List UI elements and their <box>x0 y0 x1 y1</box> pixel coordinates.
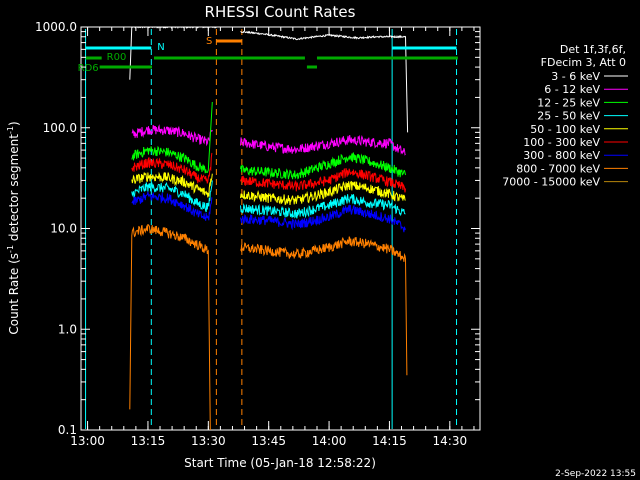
legend: Det 1f,3f,6f, FDecim 3, Att 0 3 - 6 keV6… <box>502 43 628 189</box>
annotation-label-n: N <box>157 42 164 53</box>
x-tick-label: 13:30 <box>191 434 226 448</box>
footer-date: 2-Sep-2022 13:55 <box>555 469 636 479</box>
y-axis-label: Count Rate (s-1 detector segment-1) <box>6 121 21 334</box>
x-tick-label: 14:30 <box>433 434 468 448</box>
x-tick-label: 14:15 <box>372 434 407 448</box>
series-line-50-100-keV <box>131 171 213 198</box>
legend-label: 50 - 100 keV <box>530 123 600 136</box>
series-line-800-7000-keV <box>240 236 408 376</box>
x-axis-label: Start Time (05-Jan-18 12:58:22) <box>184 456 376 470</box>
legend-label: 6 - 12 keV <box>544 83 600 96</box>
legend-title-line-2: FDecim 3, Att 0 <box>541 56 626 69</box>
legend-label: 300 - 800 keV <box>523 149 600 162</box>
annotation-label-s: S <box>206 36 212 47</box>
legend-label: 7000 - 15000 keV <box>502 176 600 189</box>
chart-title: RHESSI Count Rates <box>205 3 356 21</box>
y-tick-label: 1000.0 <box>35 20 77 34</box>
series-line-12-25-keV <box>240 152 406 180</box>
series-line-6-12-keV <box>240 134 406 156</box>
series-line-6-12-keV <box>131 124 213 147</box>
y-tick-label: 10.0 <box>50 222 77 236</box>
legend-label: 100 - 300 keV <box>523 136 600 149</box>
legend-label: 25 - 50 keV <box>537 110 600 123</box>
series-line-25-50-keV <box>131 180 213 213</box>
series-line-300-800-keV <box>131 191 213 221</box>
series-line-25-50-keV <box>240 194 406 219</box>
plot-frame <box>80 26 481 431</box>
series-line-100-300-keV <box>131 152 213 184</box>
legend-label: 3 - 6 keV <box>551 70 600 83</box>
x-tick-label: 13:00 <box>70 434 105 448</box>
series-line-800-7000-keV <box>129 223 211 430</box>
series-line-3-6-keV <box>129 27 217 80</box>
x-tick-label: 13:45 <box>251 434 286 448</box>
x-axis: 13:00 13:15 13:30 13:45 14:00 14:15 14:30 <box>70 27 475 448</box>
y-tick-label: 100.0 <box>43 121 77 135</box>
series-line-3-6-keV <box>240 30 409 133</box>
series-line-12-25-keV <box>131 101 213 174</box>
legend-title-line-1: Det 1f,3f,6f, <box>560 43 626 56</box>
y-tick-label: 0.1 <box>58 423 77 437</box>
series-line-50-100-keV <box>240 180 406 206</box>
y-tick-label: 1.0 <box>58 322 77 336</box>
series-line-300-800-keV <box>240 204 406 233</box>
x-tick-label: 14:00 <box>312 434 347 448</box>
plot-area: R00 RD6 N S <box>78 26 481 431</box>
x-tick-label: 13:15 <box>131 434 166 448</box>
annotation-label-rd6: RD6 <box>78 63 99 74</box>
series-line-100-300-keV <box>240 167 406 193</box>
legend-label: 800 - 7000 keV <box>516 162 600 175</box>
annotation-label-r00: R00 <box>107 52 127 63</box>
legend-label: 12 - 25 keV <box>537 96 600 109</box>
y-axis: 0.1 1.0 10.0 100.0 1000.0 <box>35 20 480 437</box>
